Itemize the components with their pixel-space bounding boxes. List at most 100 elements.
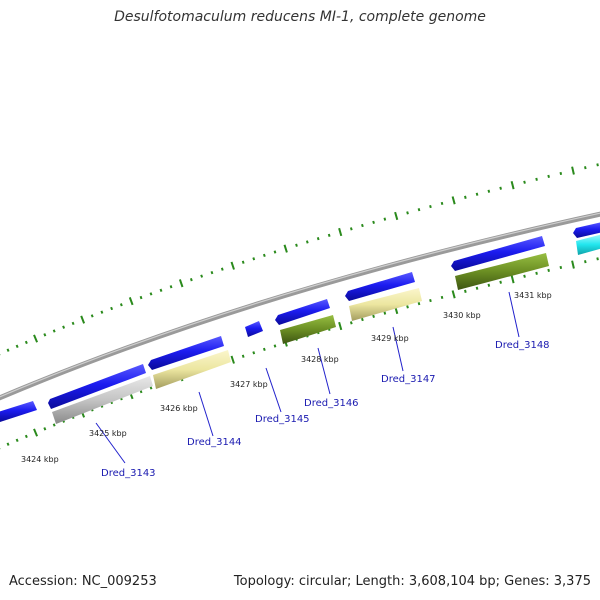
minor-tick bbox=[487, 189, 491, 193]
gene-arrow[interactable] bbox=[48, 364, 146, 409]
minor-tick bbox=[440, 295, 444, 300]
kbp-labels: 3424 kbp 3425 kbp 3426 kbp 3427 kbp 3428… bbox=[21, 291, 552, 464]
major-tick bbox=[451, 196, 456, 205]
genome-summary-text: Topology: circular; Length: 3,608,104 bp… bbox=[233, 574, 591, 589]
major-tick bbox=[178, 279, 184, 288]
minor-tick bbox=[417, 208, 421, 212]
minor-tick bbox=[119, 303, 123, 307]
gene-arrow[interactable] bbox=[451, 236, 545, 271]
minor-tick bbox=[487, 283, 491, 287]
accession-text: Accession: NC_009253 bbox=[9, 574, 157, 589]
map-title: Desulfotomaculum reducens MI-1, complete… bbox=[114, 9, 486, 25]
gene-arrow[interactable] bbox=[345, 272, 415, 301]
minor-tick bbox=[316, 237, 320, 241]
forward-strand-genes bbox=[0, 222, 600, 422]
leader-line bbox=[95, 422, 126, 464]
minor-tick bbox=[15, 344, 19, 348]
gene-bar[interactable] bbox=[280, 315, 336, 344]
minor-tick bbox=[305, 240, 309, 244]
minor-tick bbox=[262, 253, 266, 258]
minor-tick bbox=[499, 186, 502, 190]
major-tick bbox=[230, 355, 235, 364]
major-tick bbox=[230, 261, 235, 270]
minor-tick bbox=[6, 348, 10, 352]
gene-leader-lines bbox=[95, 291, 520, 464]
inner-tick-ring bbox=[0, 257, 599, 450]
minor-tick bbox=[372, 220, 375, 224]
minor-tick bbox=[429, 298, 432, 303]
minor-tick bbox=[295, 243, 298, 247]
minor-tick bbox=[440, 201, 444, 206]
kbp-label: 3429 kbp bbox=[371, 334, 409, 343]
minor-tick bbox=[252, 257, 256, 261]
gene-labels: Dred_3143 Dred_3144 Dred_3145 Dred_3146 … bbox=[101, 340, 550, 479]
minor-tick bbox=[169, 285, 173, 289]
minor-tick bbox=[149, 386, 153, 390]
kbp-label: 3428 kbp bbox=[301, 355, 339, 364]
gene-bar[interactable] bbox=[576, 234, 600, 255]
kbp-label: 3430 kbp bbox=[443, 311, 481, 320]
minor-tick bbox=[15, 438, 19, 442]
gene-arrow[interactable] bbox=[148, 336, 224, 370]
minor-tick bbox=[523, 180, 526, 184]
minor-tick bbox=[349, 227, 353, 231]
minor-tick bbox=[596, 163, 599, 167]
gene-arrow[interactable] bbox=[573, 222, 600, 238]
minor-tick bbox=[499, 280, 502, 284]
major-tick bbox=[338, 321, 343, 331]
minor-tick bbox=[210, 270, 214, 275]
gene-label[interactable]: Dred_3145 bbox=[255, 414, 310, 425]
leader-line bbox=[392, 326, 404, 372]
minor-tick bbox=[43, 427, 47, 431]
minor-tick bbox=[417, 302, 421, 306]
gene-bar[interactable] bbox=[52, 376, 153, 424]
minor-tick bbox=[383, 217, 387, 221]
major-tick bbox=[510, 181, 515, 190]
minor-tick bbox=[100, 310, 104, 314]
minor-tick bbox=[220, 267, 224, 271]
minor-tick bbox=[372, 314, 375, 318]
minor-tick bbox=[241, 354, 245, 358]
minor-tick bbox=[6, 442, 10, 446]
minor-tick bbox=[523, 274, 526, 278]
minor-tick bbox=[535, 271, 538, 275]
minor-tick bbox=[383, 311, 387, 315]
minor-tick bbox=[139, 295, 143, 300]
gene-label[interactable]: Dred_3148 bbox=[495, 340, 550, 351]
gene-arrow[interactable] bbox=[0, 401, 37, 422]
minor-tick bbox=[547, 268, 550, 272]
kbp-label: 3424 kbp bbox=[21, 455, 59, 464]
minor-tick bbox=[43, 333, 47, 337]
minor-tick bbox=[24, 340, 28, 345]
minor-tick bbox=[52, 329, 56, 333]
minor-tick bbox=[241, 260, 245, 264]
leader-line bbox=[198, 391, 214, 437]
minor-tick bbox=[24, 434, 28, 439]
minor-tick bbox=[406, 211, 409, 215]
genome-backbone-highlight bbox=[0, 212, 600, 398]
gene-label[interactable]: Dred_3143 bbox=[101, 468, 156, 479]
gene-bar[interactable] bbox=[349, 288, 422, 321]
minor-tick bbox=[475, 286, 479, 290]
kbp-label: 3426 kbp bbox=[160, 404, 198, 413]
major-tick bbox=[338, 227, 343, 237]
minor-tick bbox=[52, 423, 56, 427]
minor-tick bbox=[273, 250, 277, 254]
major-tick bbox=[394, 211, 399, 221]
gene-bar[interactable] bbox=[153, 350, 231, 389]
gene-arrow[interactable] bbox=[245, 321, 263, 337]
gene-label[interactable]: Dred_3146 bbox=[304, 398, 359, 409]
leader-line bbox=[265, 367, 282, 413]
major-tick bbox=[33, 428, 39, 437]
minor-tick bbox=[273, 344, 277, 348]
gene-arrow[interactable] bbox=[275, 299, 330, 325]
gene-label[interactable]: Dred_3147 bbox=[381, 374, 436, 385]
genome-backbone bbox=[0, 211, 600, 401]
minor-tick bbox=[464, 289, 467, 293]
gene-bar[interactable] bbox=[455, 253, 549, 290]
minor-tick bbox=[559, 171, 563, 176]
minor-tick bbox=[349, 321, 353, 325]
minor-tick bbox=[464, 195, 467, 199]
gene-label[interactable]: Dred_3144 bbox=[187, 437, 242, 448]
